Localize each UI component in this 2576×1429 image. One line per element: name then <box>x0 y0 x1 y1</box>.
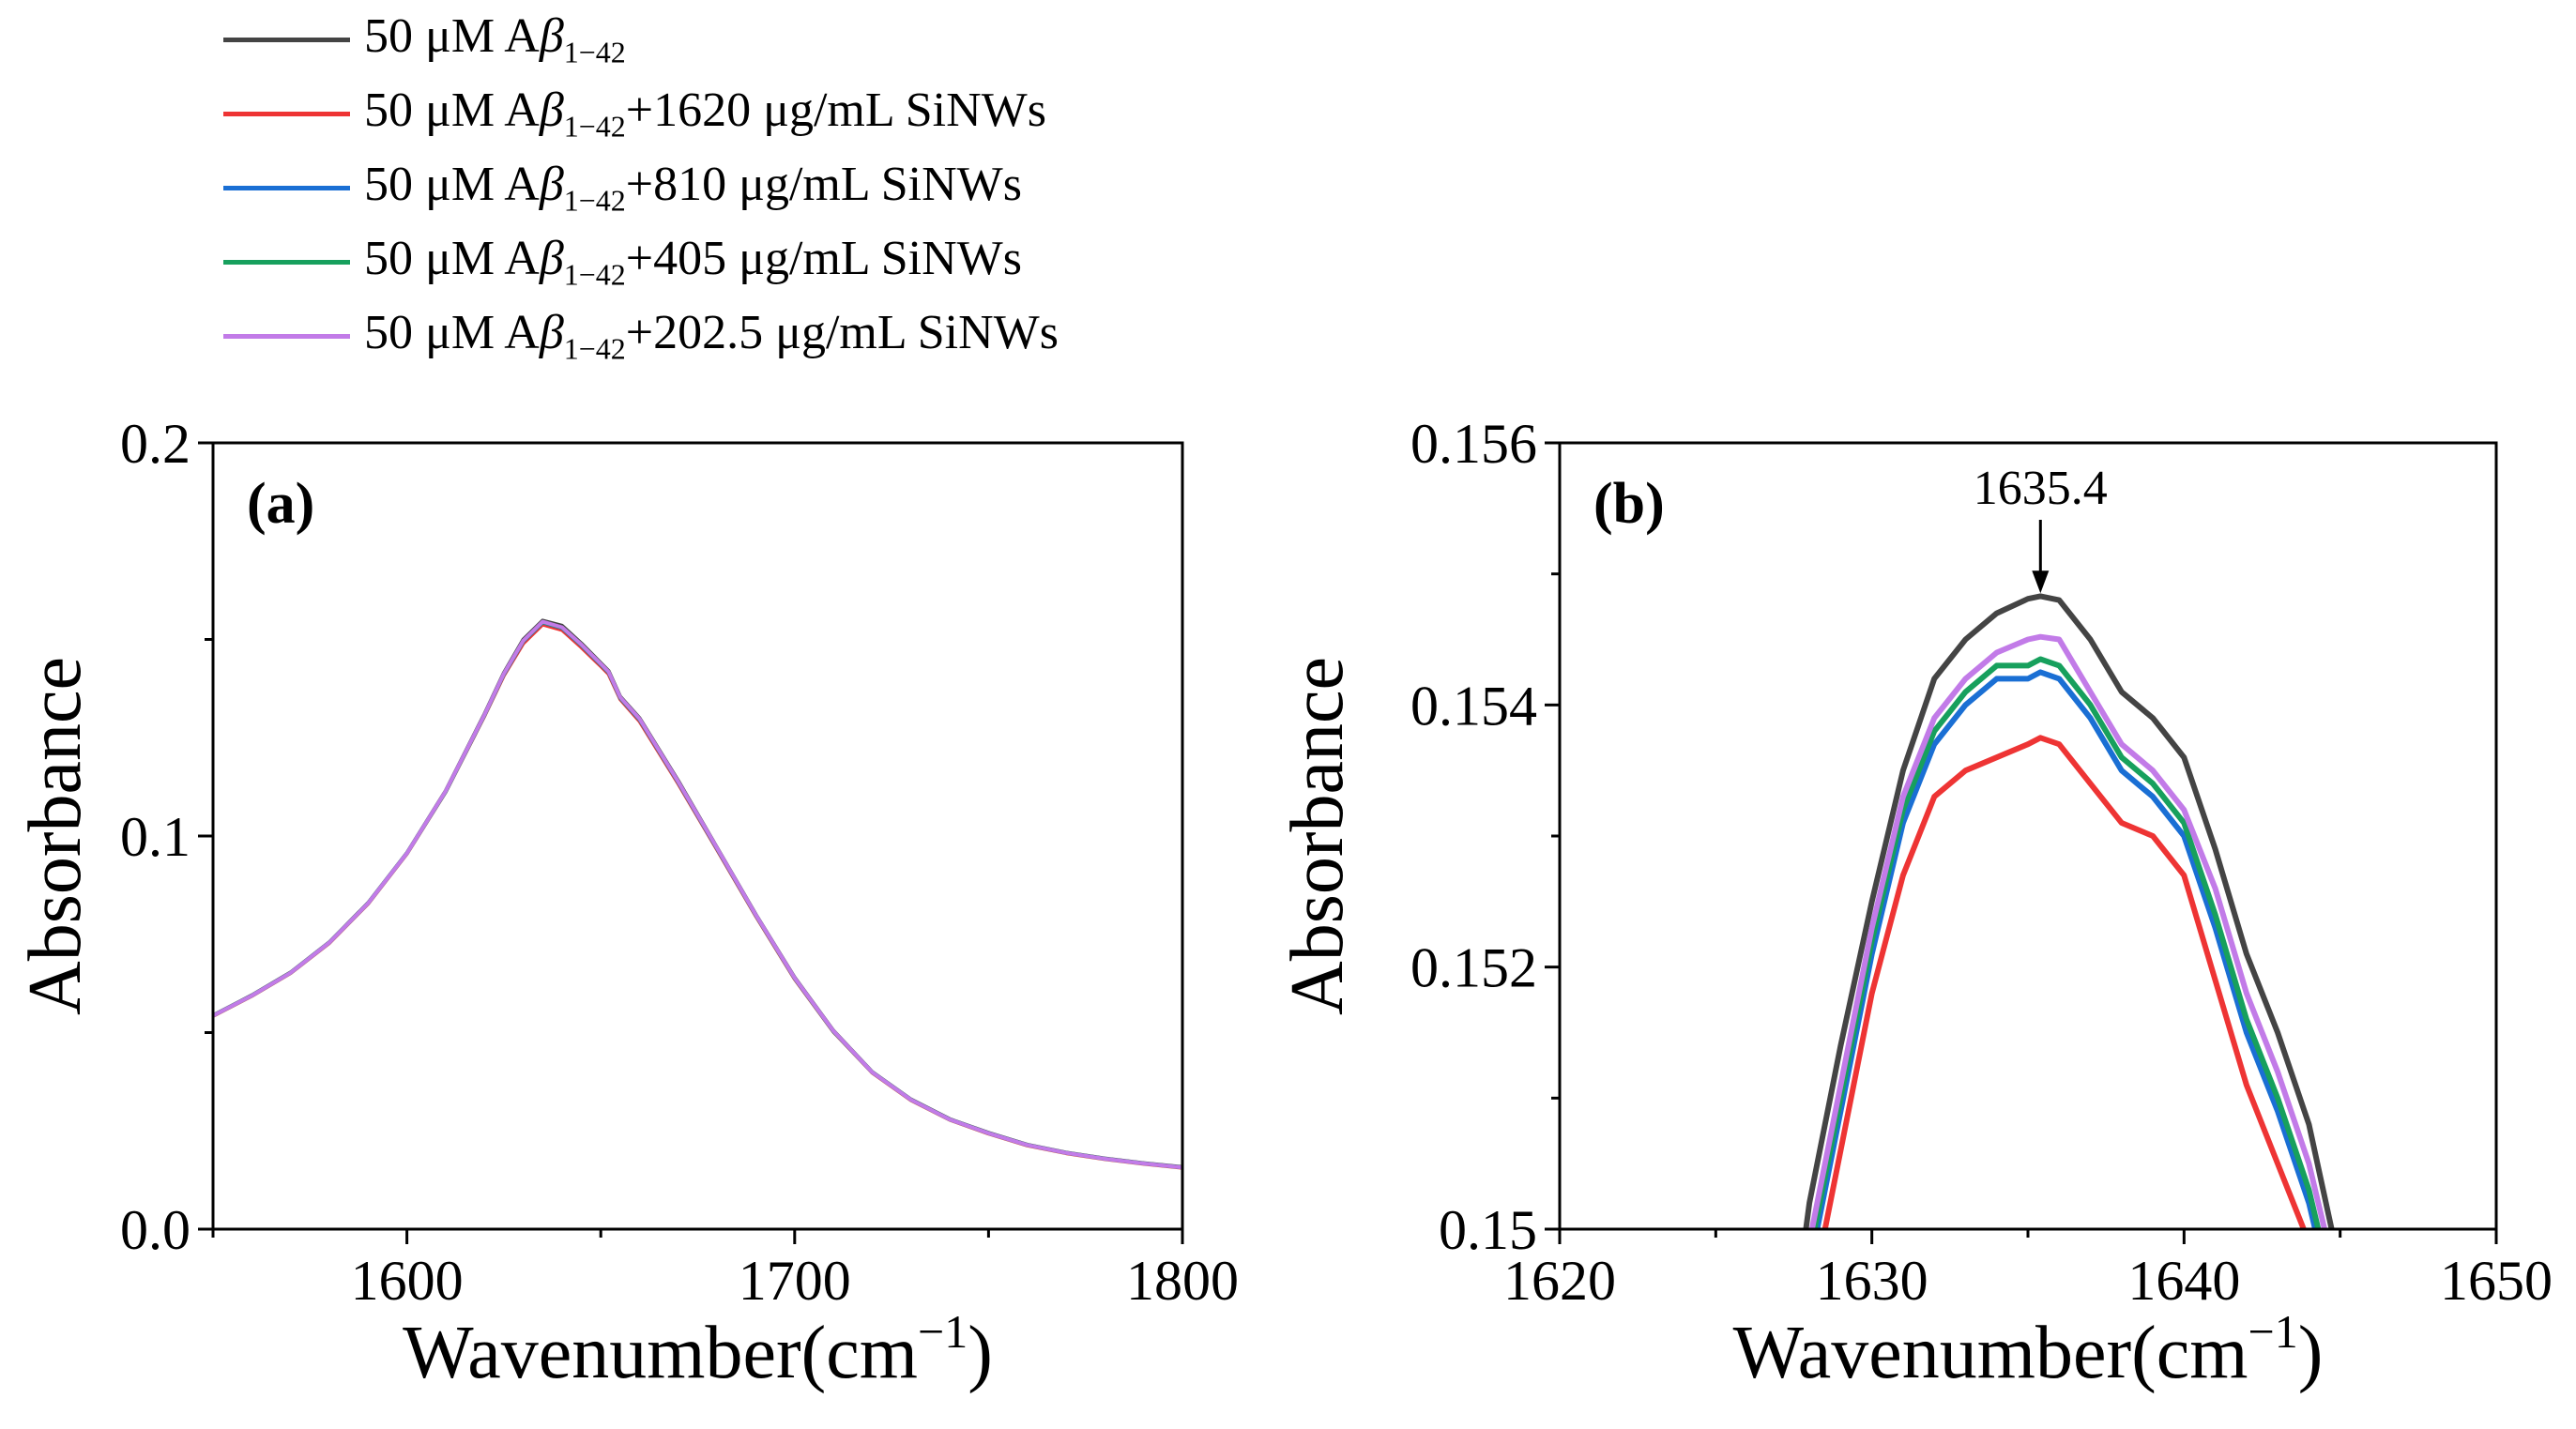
x-tick-label: 1620 <box>1503 1250 1616 1312</box>
y-axis-label: Absorbance <box>14 657 97 1015</box>
legend-line-swatch <box>223 112 350 116</box>
legend-label-beta: β <box>539 158 564 211</box>
legend-label-prefix: 50 μM A <box>364 9 540 63</box>
plot-frame <box>211 441 1184 1231</box>
x-tick-label: 1650 <box>2440 1250 2553 1312</box>
y-axis-label: Absorbance <box>1276 657 1359 1015</box>
y-tick-label: 0.152 <box>1410 937 1537 999</box>
legend-label-suffix: +1620 μg/mL SiNWs <box>625 84 1046 137</box>
panel-label: (b) <box>1593 472 1665 536</box>
series-line <box>1821 735 2308 1229</box>
legend-label-prefix: 50 μM A <box>364 232 540 285</box>
series-line <box>213 622 1182 1170</box>
legend-item: 50 μM Aβ1−42+202.5 μg/mL SiNWs <box>223 301 1443 375</box>
legend-label: 50 μM Aβ1−42+810 μg/mL SiNWs <box>364 157 1022 218</box>
panel-a: 1600 1700 1800 0.0 0.1 0.2 Wavenumber(cm−1) Abs… <box>14 413 1239 1394</box>
peak-annotation-arrowhead <box>2032 570 2050 594</box>
series-line <box>1814 669 2319 1229</box>
legend-label-suffix: +202.5 μg/mL SiNWs <box>625 306 1059 359</box>
series-line <box>213 620 1182 1170</box>
legend-label-suffix: +405 μg/mL SiNWs <box>625 232 1022 285</box>
legend-line-swatch <box>223 38 350 42</box>
peak-annotation-label: 1635.4 <box>1974 462 2108 515</box>
legend-label-subscript: 1−42 <box>563 183 626 218</box>
series-line <box>213 620 1182 1170</box>
legend-line-swatch <box>223 334 350 339</box>
series-line <box>1803 593 2335 1229</box>
panel-b: 1620 1630 1640 1650 0.15 0.152 0.154 0.156 Waven… <box>1276 413 2553 1394</box>
x-tick-label: 1600 <box>351 1250 464 1312</box>
legend-label: 50 μM Aβ1−42+405 μg/mL SiNWs <box>364 231 1022 292</box>
legend-label-subscript: 1−42 <box>563 109 626 144</box>
x-axis-label-close: ) <box>2298 1312 2324 1394</box>
legend-label-subscript: 1−42 <box>563 35 626 69</box>
x-tick-label: 1640 <box>2127 1250 2240 1312</box>
series-group <box>1803 593 2335 1229</box>
x-tick-label: 1700 <box>739 1250 851 1312</box>
legend-line-swatch <box>223 186 350 190</box>
x-tick-label: 1800 <box>1126 1250 1239 1312</box>
x-axis-label-text: Wavenumber(cm <box>403 1312 918 1394</box>
legend-label: 50 μM Aβ1−42+1620 μg/mL SiNWs <box>364 83 1046 144</box>
legend-label: 50 μM Aβ1−42+202.5 μg/mL SiNWs <box>364 305 1059 366</box>
legend-label-beta: β <box>539 232 564 285</box>
legend-label-beta: β <box>539 9 564 63</box>
x-tick-label: 1630 <box>1816 1250 1928 1312</box>
legend-label-prefix: 50 μM A <box>364 158 540 211</box>
series-line <box>213 619 1182 1170</box>
legend-label-suffix: +810 μg/mL SiNWs <box>625 158 1022 211</box>
legend-label-subscript: 1−42 <box>563 331 626 366</box>
legend-label-subscript: 1−42 <box>563 257 626 292</box>
y-tick-label: 0.154 <box>1410 675 1537 737</box>
legend-item: 50 μM Aβ1−42+405 μg/mL SiNWs <box>223 227 1443 301</box>
series-line <box>213 618 1182 1169</box>
legend: 50 μM Aβ1−42 50 μM Aβ1−42+1620 μg/mL SiNW… <box>223 5 1443 375</box>
x-axis-label-superscript: −1 <box>918 1305 968 1358</box>
series-group <box>213 618 1182 1170</box>
x-axis-label-text: Wavenumber(cm <box>1733 1312 2248 1394</box>
legend-label-prefix: 50 μM A <box>364 306 540 359</box>
legend-label-beta: β <box>539 306 564 359</box>
y-tick-label: 0.1 <box>120 806 191 868</box>
legend-item: 50 μM Aβ1−42+1620 μg/mL SiNWs <box>223 79 1443 153</box>
series-line <box>1811 656 2322 1229</box>
legend-item: 50 μM Aβ1−42 <box>223 5 1443 79</box>
x-axis-label-superscript: −1 <box>2248 1305 2298 1358</box>
legend-label-beta: β <box>539 84 564 137</box>
x-axis-label: Wavenumber(cm−1) <box>1733 1305 2324 1394</box>
x-axis-label: Wavenumber(cm−1) <box>403 1305 993 1394</box>
plot-frame <box>1558 441 2498 1231</box>
series-line <box>1808 633 2328 1229</box>
legend-item: 50 μM Aβ1−42+810 μg/mL SiNWs <box>223 153 1443 227</box>
panel-label: (a) <box>247 472 314 536</box>
legend-line-swatch <box>223 260 350 265</box>
x-axis-label-close: ) <box>968 1312 993 1394</box>
y-tick-label: 0.156 <box>1410 413 1537 475</box>
y-tick-label: 0.15 <box>1439 1199 1537 1261</box>
y-tick-label: 0.2 <box>120 413 191 475</box>
legend-label-prefix: 50 μM A <box>364 84 540 137</box>
y-tick-label: 0.0 <box>120 1199 191 1261</box>
legend-label: 50 μM Aβ1−42 <box>364 8 626 69</box>
